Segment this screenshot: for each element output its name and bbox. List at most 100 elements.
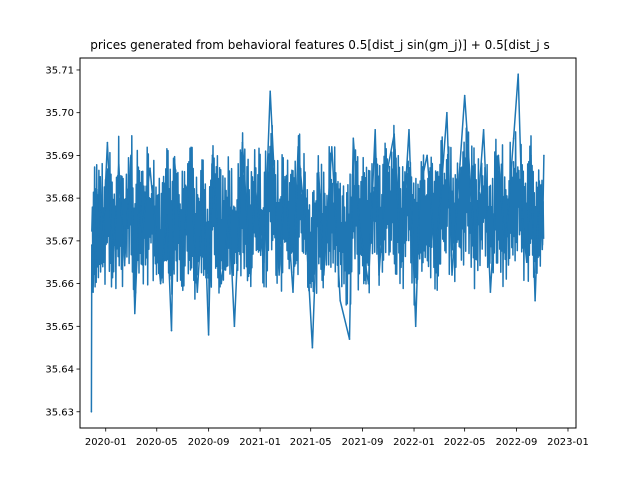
data-point — [159, 282, 162, 285]
y-tick-label: 35.69 — [45, 151, 74, 162]
y-tick-label: 35.71 — [45, 65, 74, 76]
price-noise — [91, 124, 545, 306]
data-point — [166, 214, 168, 216]
data-point — [317, 171, 320, 174]
data-point — [292, 291, 294, 293]
data-point — [94, 261, 97, 264]
data-point — [173, 158, 176, 161]
data-point — [202, 188, 205, 191]
y-tick-label: 35.70 — [45, 108, 74, 119]
data-point — [139, 184, 141, 187]
y-tick-label: 35.63 — [45, 407, 74, 418]
data-point — [93, 214, 96, 216]
data-point — [269, 90, 272, 93]
x-tick-label: 2022-05 — [444, 437, 486, 448]
data-point — [123, 261, 126, 264]
y-tick-label: 35.64 — [45, 365, 74, 376]
data-point — [517, 73, 519, 75]
data-point — [263, 261, 265, 264]
y-axis-ticks: 35.63 35.64 35.65 35.66 35.67 35.68 35.69 35.70… — [45, 65, 80, 418]
data-point — [352, 137, 355, 140]
x-tick-label: 2021-09 — [342, 437, 384, 448]
data-point — [134, 312, 136, 315]
data-point — [181, 261, 184, 264]
data-point — [367, 282, 370, 285]
data-point — [278, 274, 280, 276]
series-layer — [90, 73, 545, 413]
data-point — [541, 248, 544, 251]
data-point — [497, 154, 500, 157]
data-point — [130, 154, 132, 157]
data-point — [530, 154, 532, 157]
x-tick-label: 2020-09 — [188, 437, 230, 448]
data-point — [141, 231, 143, 234]
x-tick-label: 2023-01 — [547, 437, 589, 448]
data-point — [482, 129, 485, 131]
data-point — [534, 299, 536, 302]
data-point — [170, 329, 173, 332]
y-tick-label: 35.68 — [45, 194, 74, 205]
data-point — [284, 176, 286, 178]
data-point — [426, 154, 428, 157]
data-point — [149, 167, 151, 169]
x-tick-label: 2021-05 — [290, 437, 332, 448]
data-point — [305, 231, 307, 234]
x-tick-label: 2022-01 — [393, 437, 435, 448]
data-point — [384, 180, 387, 182]
data-point — [538, 180, 541, 182]
data-point — [378, 274, 380, 276]
data-point — [211, 154, 214, 157]
data-point — [241, 141, 244, 144]
data-point — [439, 197, 442, 199]
data-point — [311, 346, 314, 349]
data-point — [92, 291, 94, 293]
data-point — [419, 188, 421, 191]
data-point — [463, 94, 466, 97]
x-tick-label: 2020-01 — [85, 437, 127, 448]
series-noise-line — [91, 124, 545, 306]
plot-frame — [79, 57, 577, 429]
y-tick-label: 35.65 — [45, 322, 74, 333]
data-point — [414, 325, 417, 328]
data-point — [339, 299, 342, 302]
data-point — [408, 129, 410, 131]
data-point — [297, 146, 299, 148]
data-point — [400, 261, 402, 264]
x-tick-label: 2021-01 — [239, 437, 281, 448]
data-point — [434, 257, 436, 259]
x-tick-label: 2020-05 — [136, 437, 178, 448]
y-tick-label: 35.66 — [45, 279, 74, 290]
data-point — [220, 282, 223, 285]
data-point — [446, 111, 448, 114]
chart-title: prices generated from behavioral feature… — [90, 38, 550, 52]
data-point — [196, 291, 199, 293]
data-point — [525, 261, 528, 264]
data-point — [189, 163, 192, 165]
x-axis-ticks: 2020-01 2020-05 2020-09 2021-01 2021-05 2021-… — [85, 428, 589, 448]
data-point — [504, 248, 506, 251]
x-tick-label: 2022-09 — [496, 437, 538, 448]
data-point — [348, 338, 351, 340]
data-point — [106, 141, 109, 144]
data-point — [96, 188, 98, 191]
data-point — [233, 325, 236, 328]
data-point — [254, 184, 256, 187]
data-point — [521, 218, 524, 221]
data-point — [207, 334, 210, 336]
data-point — [99, 176, 101, 178]
data-point — [228, 214, 231, 216]
data-point — [489, 291, 492, 293]
data-point — [250, 274, 252, 276]
data-point — [512, 137, 515, 140]
series-line — [90, 73, 545, 412]
data-point — [543, 154, 545, 157]
data-point — [374, 129, 377, 131]
data-point — [358, 227, 361, 229]
y-tick-label: 35.67 — [45, 236, 74, 247]
data-point — [118, 163, 120, 165]
data-point — [451, 274, 453, 276]
data-point — [323, 274, 325, 276]
data-point — [101, 252, 104, 255]
data-point — [112, 265, 114, 268]
